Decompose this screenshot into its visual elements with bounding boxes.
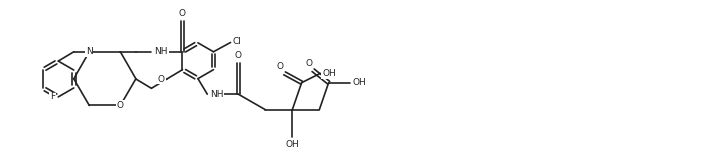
Text: O: O — [235, 51, 242, 60]
Text: NH: NH — [154, 47, 168, 56]
Text: F: F — [50, 92, 55, 101]
Text: NH: NH — [210, 90, 224, 99]
Text: O: O — [276, 62, 284, 71]
Text: N: N — [86, 47, 93, 56]
Text: OH: OH — [353, 78, 366, 87]
Text: O: O — [117, 101, 123, 110]
Text: O: O — [179, 9, 186, 18]
Text: O: O — [305, 59, 312, 68]
Text: N: N — [86, 47, 93, 56]
Text: Cl: Cl — [233, 37, 241, 46]
Text: O: O — [158, 75, 165, 83]
Text: OH: OH — [286, 140, 299, 149]
Text: OH: OH — [322, 69, 336, 78]
